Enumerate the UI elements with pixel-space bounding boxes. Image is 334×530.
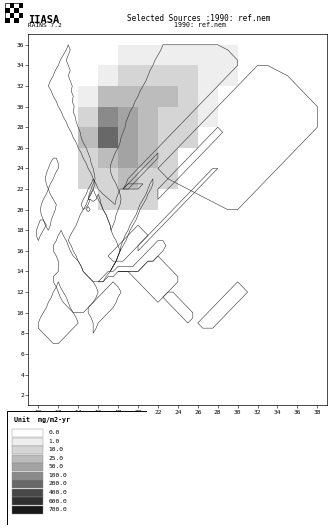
- Bar: [138, 148, 158, 169]
- Bar: [12, 480, 43, 488]
- Bar: [138, 86, 158, 107]
- Bar: [98, 189, 118, 210]
- Text: 10.0: 10.0: [49, 447, 64, 452]
- Bar: [118, 45, 138, 65]
- Bar: [19, 13, 23, 18]
- Bar: [138, 169, 158, 189]
- Bar: [198, 65, 218, 86]
- Bar: [78, 86, 98, 107]
- Bar: [19, 8, 23, 13]
- Bar: [98, 148, 118, 169]
- Bar: [19, 3, 23, 8]
- Bar: [138, 45, 158, 65]
- Text: 700.0: 700.0: [49, 507, 67, 512]
- Bar: [118, 148, 138, 169]
- Bar: [5, 3, 10, 8]
- Bar: [12, 497, 43, 505]
- Bar: [138, 189, 158, 210]
- Text: 0.0: 0.0: [49, 430, 60, 435]
- Bar: [158, 45, 178, 65]
- Bar: [178, 45, 198, 65]
- Bar: [138, 107, 158, 127]
- Bar: [78, 148, 98, 169]
- Text: Selected Sources :1990: ref.nem: Selected Sources :1990: ref.nem: [127, 14, 270, 23]
- Bar: [12, 455, 43, 463]
- Bar: [19, 18, 23, 23]
- Text: 400.0: 400.0: [49, 490, 67, 495]
- Bar: [178, 86, 198, 107]
- Bar: [12, 489, 43, 497]
- Bar: [14, 3, 19, 8]
- Bar: [138, 65, 158, 86]
- Bar: [198, 107, 218, 127]
- Bar: [118, 107, 138, 127]
- Bar: [10, 3, 14, 8]
- Bar: [118, 169, 138, 189]
- Bar: [5, 18, 10, 23]
- Text: 200.0: 200.0: [49, 481, 67, 487]
- Bar: [14, 8, 19, 13]
- Bar: [178, 107, 198, 127]
- Bar: [158, 65, 178, 86]
- Bar: [98, 169, 118, 189]
- Bar: [198, 45, 218, 65]
- Bar: [12, 463, 43, 471]
- Bar: [5, 13, 10, 18]
- Bar: [178, 65, 198, 86]
- Bar: [158, 107, 178, 127]
- Text: 600.0: 600.0: [49, 499, 67, 503]
- Bar: [78, 107, 98, 127]
- Bar: [218, 45, 238, 65]
- Bar: [10, 8, 14, 13]
- Bar: [14, 13, 19, 18]
- Bar: [98, 65, 118, 86]
- Bar: [138, 127, 158, 148]
- Text: RAINS 7.2: RAINS 7.2: [28, 23, 62, 28]
- Bar: [12, 506, 43, 514]
- Bar: [12, 429, 43, 437]
- Bar: [98, 107, 118, 127]
- Bar: [98, 86, 118, 107]
- Bar: [12, 438, 43, 446]
- Text: 50.0: 50.0: [49, 464, 64, 470]
- Bar: [198, 86, 218, 107]
- Bar: [14, 18, 19, 23]
- Text: 25.0: 25.0: [49, 456, 64, 461]
- Bar: [178, 127, 198, 148]
- Text: 1.0: 1.0: [49, 439, 60, 444]
- Bar: [158, 127, 178, 148]
- Bar: [118, 189, 138, 210]
- Text: 1990: ref.nem: 1990: ref.nem: [174, 22, 226, 28]
- Bar: [98, 127, 118, 148]
- Text: Unit  mg/m2-yr: Unit mg/m2-yr: [14, 417, 70, 423]
- Text: 100.0: 100.0: [49, 473, 67, 478]
- Bar: [10, 18, 14, 23]
- Bar: [158, 169, 178, 189]
- Bar: [12, 472, 43, 480]
- Bar: [78, 127, 98, 148]
- Bar: [10, 13, 14, 18]
- Bar: [158, 148, 178, 169]
- Bar: [218, 65, 238, 86]
- Text: IIASA: IIASA: [28, 15, 60, 25]
- Bar: [78, 169, 98, 189]
- Bar: [5, 8, 10, 13]
- Bar: [118, 127, 138, 148]
- Bar: [118, 86, 138, 107]
- Bar: [12, 446, 43, 454]
- Bar: [158, 86, 178, 107]
- Bar: [118, 65, 138, 86]
